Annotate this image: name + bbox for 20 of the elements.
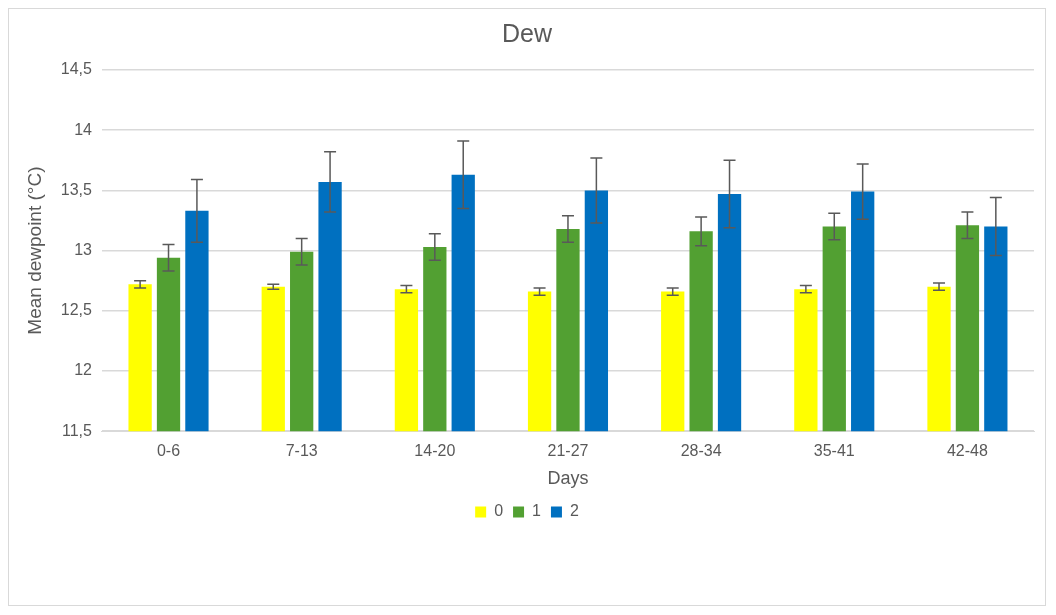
x-tick-label: 21-27 [547, 442, 589, 460]
y-tick-label: 12 [74, 361, 93, 379]
x-tick-label: 35-41 [813, 442, 855, 460]
chart-title: Dew [501, 18, 553, 47]
x-tick-label: 14-20 [414, 442, 456, 460]
legend-label: 2 [569, 502, 579, 520]
x-tick-label: 0-6 [156, 442, 181, 460]
x-tick-label: 42-48 [946, 442, 988, 460]
legend-label: 1 [532, 502, 542, 520]
y-tick-label: 14,5 [60, 60, 93, 78]
x-tick-label: 28-34 [680, 442, 722, 460]
y-tick-label: 13,5 [60, 180, 93, 198]
legend-label: 0 [494, 502, 504, 520]
y-tick-label: 11,5 [61, 421, 93, 439]
y-tick-label: 12,5 [60, 301, 93, 319]
y-tick-label: 13 [74, 241, 93, 259]
x-axis-title: Days [547, 468, 589, 489]
y-axis-title: Mean dewpoint (°C) [23, 166, 45, 335]
y-tick-label: 14 [74, 120, 93, 138]
x-tick-label: 7-13 [285, 442, 318, 460]
